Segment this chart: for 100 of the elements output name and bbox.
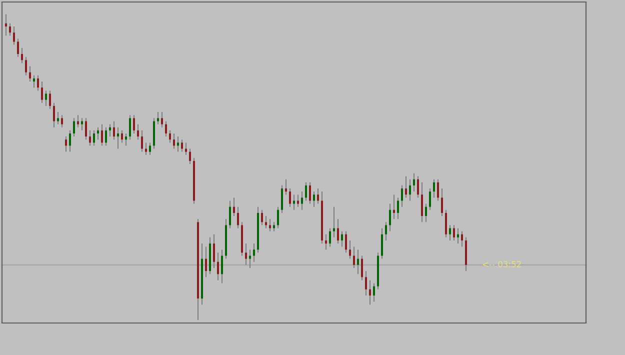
candlestick: [217, 252, 219, 281]
candlestick: [345, 230, 347, 254]
candlestick: [421, 182, 423, 223]
candlestick: [113, 120, 115, 140]
candlestick: [285, 178, 287, 196]
candlestick: [401, 184, 403, 208]
candlestick: [213, 234, 215, 268]
candlestick: [73, 118, 75, 137]
candlestick: [61, 114, 63, 128]
candlestick: [133, 114, 135, 134]
candlestick: [41, 81, 43, 104]
candlestick: [269, 218, 271, 232]
candlestick: [109, 124, 111, 137]
candlestick: [97, 126, 99, 140]
candlestick: [329, 228, 331, 248]
candlestick: [429, 188, 431, 210]
candlestick: [93, 130, 95, 146]
candlestick: [125, 132, 127, 146]
candlestick: [369, 280, 371, 306]
candlestick: [341, 230, 343, 248]
candlestick: [357, 249, 359, 275]
candlestick: [453, 224, 455, 241]
candlestick: [393, 194, 395, 220]
candlestick: [433, 178, 435, 198]
candlestick: [361, 255, 363, 281]
candlestick: [397, 197, 399, 220]
candlestick: [69, 130, 71, 152]
candlestick: [105, 126, 107, 146]
candlestick: [313, 191, 315, 208]
candlestick: [89, 130, 91, 146]
candlestick: [169, 130, 171, 144]
candlestick: [289, 188, 291, 208]
candlestick: [325, 234, 327, 250]
candlestick: [409, 178, 411, 202]
candlestick: [33, 74, 35, 88]
candlestick: [161, 112, 163, 128]
candlestick: [413, 172, 415, 192]
candlestick: [137, 124, 139, 140]
candlestick: [121, 130, 123, 144]
candlestick: [29, 66, 31, 82]
candlestick: [25, 56, 27, 76]
candlestick: [141, 130, 143, 152]
candlestick: [461, 230, 463, 248]
candlestick: [53, 102, 55, 128]
candlestick: [309, 182, 311, 204]
candlestick: [437, 178, 439, 202]
candlestick: [221, 249, 223, 284]
candlestick: [249, 249, 251, 268]
candlestick: [353, 246, 355, 268]
candlestick: [77, 114, 79, 128]
candlestick: [277, 206, 279, 229]
candlestick: [261, 209, 263, 226]
candlestick: [301, 191, 303, 210]
candlestick: [337, 218, 339, 244]
candlestick: [273, 222, 275, 232]
candlestick: [177, 136, 179, 152]
candlestick: [317, 188, 319, 204]
candlestick: [129, 114, 131, 140]
candlestick: [297, 194, 299, 208]
candlestick: [333, 206, 335, 238]
candlestick: [165, 120, 167, 137]
candlestick: [389, 203, 391, 232]
candlestick: [189, 148, 191, 165]
candlestick: [81, 118, 83, 131]
candlestick: [17, 38, 19, 58]
candlestick: [237, 206, 239, 229]
candlestick: [233, 197, 235, 216]
candlestick: [117, 126, 119, 150]
candlestick: [425, 203, 427, 223]
candlestick: [281, 184, 283, 214]
candlestick: [373, 282, 375, 302]
candlestick: [9, 22, 11, 36]
candlestick: [265, 216, 267, 229]
candlestick: [149, 142, 151, 156]
candlestick: [157, 112, 159, 125]
candlestick: [305, 182, 307, 202]
candlestick: [49, 90, 51, 110]
candlestick: [5, 14, 7, 36]
candlestick: [181, 139, 183, 152]
candlestick: [293, 194, 295, 210]
candlestick: [145, 142, 147, 156]
candlestick: [85, 118, 87, 140]
annotation: <-- 03:52: [482, 261, 521, 268]
candlestick: [417, 176, 419, 198]
candlestick: [385, 222, 387, 241]
candlestick: [173, 132, 175, 150]
candlestick: [45, 90, 47, 106]
candlestick: [405, 176, 407, 198]
candlestick: [365, 270, 367, 296]
candlestick: [13, 26, 15, 46]
candlestick: [65, 136, 67, 152]
candlestick: [229, 200, 231, 229]
candlestick: [253, 243, 255, 262]
candlestick: [21, 47, 23, 64]
candlestick: [205, 246, 207, 278]
candlestick: [457, 228, 459, 244]
candlestick: [445, 209, 447, 238]
candlestick: [185, 142, 187, 156]
candlestick: [245, 243, 247, 266]
candlestick: [101, 124, 103, 146]
